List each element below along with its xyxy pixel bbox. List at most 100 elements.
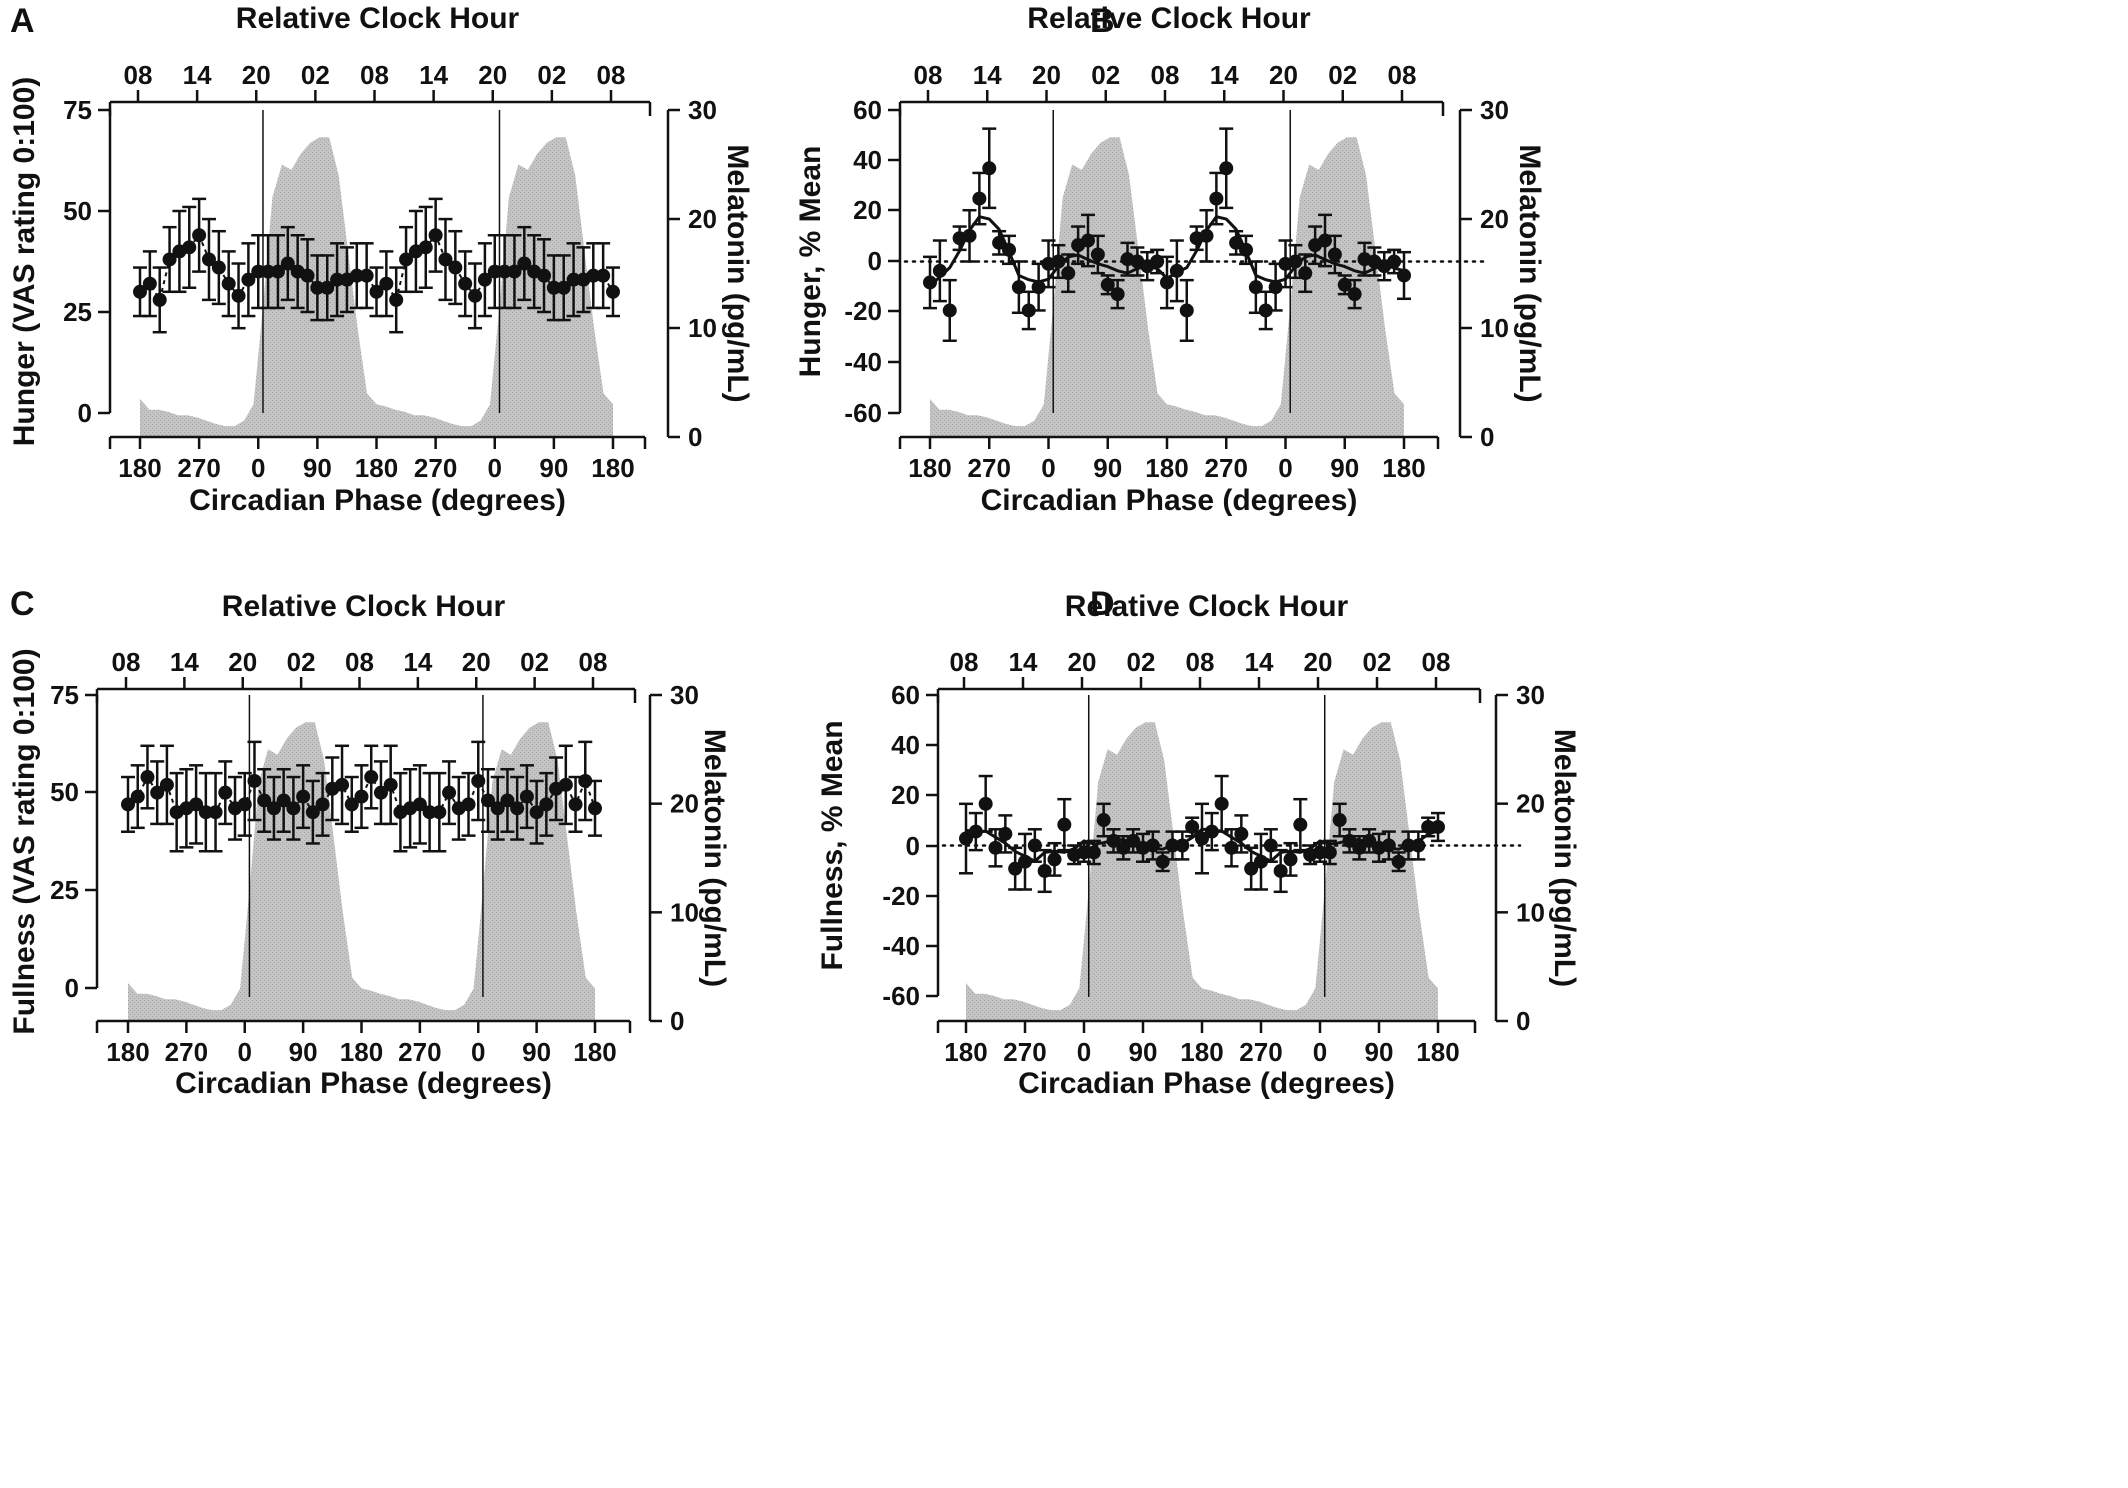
data-point [1293,817,1308,832]
top-axis-tick-label: 20 [1068,647,1097,677]
data-point [1155,854,1170,869]
data-point [458,276,473,291]
right-axis-tick-label: 0 [688,422,702,452]
data-point [606,284,620,299]
data-point [539,797,554,812]
top-axis-tick-label: 20 [242,60,271,90]
melatonin-area [128,722,595,1021]
bottom-axis-title: Circadian Phase (degrees) [189,484,566,517]
data-point [1145,838,1160,853]
data-point [1332,813,1347,828]
bottom-axis-tick-label: 270 [414,453,457,483]
data-point [992,235,1007,250]
data-point [510,801,525,816]
data-point [586,268,601,283]
left-axis-tick-label: 0 [868,246,882,276]
data-point [310,280,325,295]
data-point [192,228,207,243]
data-point [379,276,394,291]
data-point [354,789,369,804]
data-point [1239,242,1253,257]
left-axis-tick-label: 20 [891,780,920,810]
left-axis-tick-label: 25 [63,297,92,327]
right-axis-tick-label: 0 [1480,422,1494,452]
data-point [152,292,167,307]
data-point [373,785,388,800]
data-point [529,805,544,820]
data-point [1431,819,1445,834]
top-axis-tick-label: 08 [1388,60,1417,90]
top-axis-tick-label: 20 [1032,60,1061,90]
data-point [1381,838,1396,853]
data-point [231,288,246,303]
top-axis-tick-label: 02 [1127,647,1156,677]
top-axis-tick-label: 14 [1210,60,1239,90]
left-axis-tick-label: 25 [50,875,79,905]
data-point [121,797,135,812]
data-point [270,264,285,279]
bottom-axis-tick-label: 180 [591,453,634,483]
bottom-axis-tick-label: 0 [471,1037,485,1067]
data-point [1254,854,1268,869]
data-point [1175,838,1190,853]
data-point [578,773,593,788]
bottom-axis-tick-label: 180 [355,453,398,483]
top-axis-tick-label: 08 [124,60,153,90]
data-point [1204,824,1219,839]
data-point [201,252,216,267]
bottom-axis-tick-label: 90 [1093,453,1122,483]
data-point [266,801,281,816]
bottom-axis-tick-label: 270 [398,1037,441,1067]
bottom-axis-tick-label: 90 [289,1037,318,1067]
top-axis-tick-label: 08 [597,60,626,90]
bottom-axis-title: Circadian Phase (degrees) [175,1067,552,1100]
left-axis-tick-label: -60 [882,981,920,1011]
data-point [1110,287,1125,302]
data-point [369,284,384,299]
data-point [208,805,223,820]
bottom-axis-tick-label: 270 [1003,1037,1046,1067]
bottom-axis-tick-label: 90 [539,453,568,483]
data-point [1298,266,1313,281]
data-point [568,797,583,812]
data-point [364,770,379,785]
data-point [418,240,433,255]
data-point [556,280,571,295]
bottom-axis-tick-label: 90 [1129,1037,1158,1067]
bottom-axis-tick-label: 0 [1041,453,1055,483]
data-point [1031,280,1046,295]
data-point [517,256,532,271]
left-axis-tick-label: 60 [853,95,882,125]
data-point [1387,254,1402,269]
data-point [1160,275,1174,290]
data-point [330,272,345,287]
data-point [942,303,957,318]
panel-b: B 08 14 20 02 08 14 20 02 08 Relative Clock Hour 18… [794,2,1546,517]
bottom-axis-title: Circadian Phase (degrees) [1018,1067,1395,1100]
right-axis-title: Melatonin (pg/mL) [698,729,731,987]
data-point [344,797,359,812]
data-point [497,264,512,279]
data-point [1047,852,1062,867]
top-axis-tick-label: 14 [183,60,212,90]
data-point [1126,833,1141,848]
data-point [1401,838,1416,853]
data-point [150,785,165,800]
top-axis-tick-label: 14 [403,647,432,677]
left-axis-tick-label: -40 [882,931,920,961]
panel-letter: B [1090,2,1115,40]
data-point [305,805,320,820]
data-point [1018,854,1032,869]
data-point [490,801,505,816]
left-axis-tick-label: -20 [844,296,882,326]
data-point [422,805,437,820]
top-axis-tick-label: 02 [520,647,549,677]
data-point [546,280,561,295]
data-point [477,272,492,287]
bottom-axis-tick-label: 180 [1416,1037,1459,1067]
left-axis-tick-label: -40 [844,347,882,377]
data-point [335,777,350,792]
bottom-axis-tick-label: 180 [908,453,951,483]
bottom-axis-tick-label: 180 [106,1037,149,1067]
data-point [300,268,315,283]
